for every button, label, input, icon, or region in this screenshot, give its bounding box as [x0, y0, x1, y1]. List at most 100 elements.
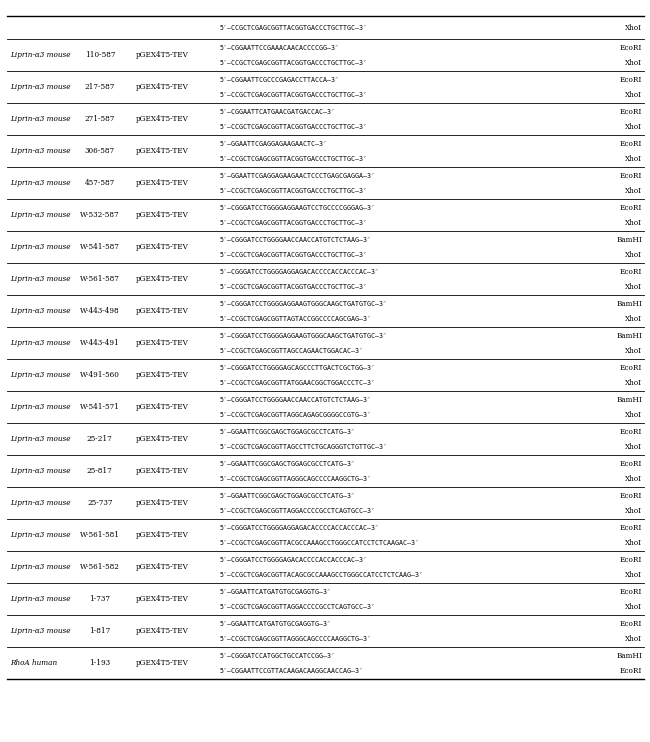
Text: BamHI: BamHI — [616, 332, 642, 340]
Text: pGEX4T5-TEV: pGEX4T5-TEV — [136, 51, 189, 59]
Text: 5′–CCGCTCGAGCGGTTACGGTGACCCTGCTTGC–3′: 5′–CCGCTCGAGCGGTTACGGTGACCCTGCTTGC–3′ — [220, 60, 368, 66]
Text: XhoI: XhoI — [625, 187, 642, 194]
Text: 5′–CCGCTCGAGCGGTTACGGTGACCCTGCTTGC–3′: 5′–CCGCTCGAGCGGTTACGGTGACCCTGCTTGC–3′ — [220, 252, 368, 257]
Text: BamHI: BamHI — [616, 396, 642, 404]
Text: Liprin-α3 mouse: Liprin-α3 mouse — [10, 467, 70, 476]
Text: W-541-587: W-541-587 — [80, 243, 120, 252]
Text: Liprin-α3 mouse: Liprin-α3 mouse — [10, 211, 70, 220]
Text: EcoRI: EcoRI — [620, 556, 642, 564]
Text: pGEX4T5-TEV: pGEX4T5-TEV — [136, 339, 189, 347]
Text: 5′–CCGCTCGAGCGGTTACGGTGACCCTGCTTGC–3′: 5′–CCGCTCGAGCGGTTACGGTGACCCTGCTTGC–3′ — [220, 24, 368, 30]
Text: XhoI: XhoI — [625, 634, 642, 643]
Text: pGEX4T5-TEV: pGEX4T5-TEV — [136, 404, 189, 411]
Text: 5′–CCGCTCGAGCGGTTATGGAACGGCTGGACCCTC–3′: 5′–CCGCTCGAGCGGTTATGGAACGGCTGGACCCTC–3′ — [220, 380, 376, 386]
Text: XhoI: XhoI — [625, 347, 642, 355]
Text: RhoA human: RhoA human — [10, 660, 57, 667]
Text: W-541-571: W-541-571 — [80, 404, 120, 411]
Text: 5′–CGGGATCCTGGGGAGACACCCCACCACCCAC–3′: 5′–CGGGATCCTGGGGAGACACCCCACCACCCAC–3′ — [220, 557, 368, 563]
Text: 5′–CCGCTCGAGCGGTTAGCCAGAACTGGACAC–3′: 5′–CCGCTCGAGCGGTTAGCCAGAACTGGACAC–3′ — [220, 348, 364, 354]
Text: 5′–CCGCTCGAGCGGTTACGCCAAAGCCTGGGCCATCCTCTCAAGAC–3′: 5′–CCGCTCGAGCGGTTACGCCAAAGCCTGGGCCATCCTC… — [220, 539, 420, 545]
Text: XhoI: XhoI — [625, 91, 642, 99]
Text: 5′–CGGAATTCGCCCGAGACCTTACCA–3′: 5′–CGGAATTCGCCCGAGACCTTACCA–3′ — [220, 77, 340, 83]
Text: 5′–CGGGATCCTGGGGAACCAACCATGTCTCTAAG–3′: 5′–CGGGATCCTGGGGAACCAACCATGTCTCTAAG–3′ — [220, 397, 372, 403]
Text: 5′–CGGGATCCATGGCTGCCATCCGG–3′: 5′–CGGGATCCATGGCTGCCATCCGG–3′ — [220, 653, 336, 659]
Text: 25-737: 25-737 — [87, 499, 112, 508]
Text: 5′–CCGCTCGAGCGGTTAGCCTTCTGCAGGGTCTGTTGC–3′: 5′–CCGCTCGAGCGGTTAGCCTTCTGCAGGGTCTGTTGC–… — [220, 444, 388, 450]
Text: Liprin-α3 mouse: Liprin-α3 mouse — [10, 243, 70, 252]
Text: 5′–CGGAATTCATGAACGATGACCAC–3′: 5′–CGGAATTCATGAACGATGACCAC–3′ — [220, 109, 336, 115]
Text: 1-737: 1-737 — [89, 595, 111, 603]
Text: 5′–CCGCTCGAGCGGTTAGTACCGGCCCCAGCGAG–3′: 5′–CCGCTCGAGCGGTTAGTACCGGCCCCAGCGAG–3′ — [220, 316, 372, 322]
Text: W-491-560: W-491-560 — [80, 371, 120, 379]
Text: XhoI: XhoI — [625, 603, 642, 611]
Text: W-561-581: W-561-581 — [80, 531, 120, 539]
Text: 5′–GGAATTCGGCGAGCTGGAGCGCCTCATG–3′: 5′–GGAATTCGGCGAGCTGGAGCGCCTCATG–3′ — [220, 429, 356, 435]
Text: Liprin-α3 mouse: Liprin-α3 mouse — [10, 404, 70, 411]
Text: 5′–CGGGATCCTGGGGAGGAGACACCCCACCACCCAC–3′: 5′–CGGGATCCTGGGGAGGAGACACCCCACCACCCAC–3′ — [220, 525, 380, 531]
Text: XhoI: XhoI — [625, 24, 642, 32]
Text: pGEX4T5-TEV: pGEX4T5-TEV — [136, 148, 189, 155]
Text: pGEX4T5-TEV: pGEX4T5-TEV — [136, 83, 189, 91]
Text: EcoRI: EcoRI — [620, 172, 642, 180]
Text: EcoRI: EcoRI — [620, 364, 642, 372]
Text: 5′–CGGGATCCTGGGGAGGAAGTGGGCAAGCTGATGTGC–3′: 5′–CGGGATCCTGGGGAGGAAGTGGGCAAGCTGATGTGC–… — [220, 333, 388, 339]
Text: 5′–GGAATTCGAGGAGAAGAACTC–3′: 5′–GGAATTCGAGGAGAAGAACTC–3′ — [220, 141, 328, 147]
Text: 110-587: 110-587 — [84, 51, 115, 59]
Text: 217-587: 217-587 — [84, 83, 115, 91]
Text: pGEX4T5-TEV: pGEX4T5-TEV — [136, 627, 189, 635]
Text: Liprin-α3 mouse: Liprin-α3 mouse — [10, 339, 70, 347]
Text: 5′–CGGGATCCTGGGGAGCAGCCCTTGACTCGCTGG–3′: 5′–CGGGATCCTGGGGAGCAGCCCTTGACTCGCTGG–3′ — [220, 365, 376, 371]
Text: 5′–CCGCTCGAGCGGTTACGGTGACCCTGCTTGC–3′: 5′–CCGCTCGAGCGGTTACGGTGACCCTGCTTGC–3′ — [220, 92, 368, 98]
Text: Liprin-α3 mouse: Liprin-α3 mouse — [10, 627, 70, 635]
Text: 5′–CGGAATTCCGAAACAACACCCCGG–3′: 5′–CGGAATTCCGAAACAACACCCCGG–3′ — [220, 45, 340, 51]
Text: pGEX4T5-TEV: pGEX4T5-TEV — [136, 275, 189, 283]
Text: 457-587: 457-587 — [84, 180, 115, 188]
Text: pGEX4T5-TEV: pGEX4T5-TEV — [136, 563, 189, 571]
Text: Liprin-α3 mouse: Liprin-α3 mouse — [10, 148, 70, 155]
Text: BamHI: BamHI — [616, 652, 642, 660]
Text: W-561-582: W-561-582 — [80, 563, 120, 571]
Text: 5′–GGAATTCATGATGTGCGAGGTG–3′: 5′–GGAATTCATGATGTGCGAGGTG–3′ — [220, 621, 332, 627]
Text: EcoRI: EcoRI — [620, 620, 642, 628]
Text: 271-587: 271-587 — [84, 116, 115, 123]
Text: EcoRI: EcoRI — [620, 492, 642, 500]
Text: EcoRI: EcoRI — [620, 588, 642, 596]
Text: 5′–CCGCTCGAGCGGTTACAGCGCCAAAGCCTGGGCCATCCTCTCAAG–3′: 5′–CCGCTCGAGCGGTTACAGCGCCAAAGCCTGGGCCATC… — [220, 571, 424, 578]
Text: W-532-587: W-532-587 — [80, 211, 120, 220]
Text: 5′–CCGCTCGAGCGGTTAGGCAGAGCGGGGCCGTG–3′: 5′–CCGCTCGAGCGGTTAGGCAGAGCGGGGCCGTG–3′ — [220, 412, 372, 418]
Text: 5′–CGGGATCCTGGGGAGGAAGTCCTGCCCCGGGAG–3′: 5′–CGGGATCCTGGGGAGGAAGTCCTGCCCCGGGAG–3′ — [220, 205, 376, 211]
Text: 5′–GGAATTCGAGGAGAAGAACTCCCTGAGCGAGGA–3′: 5′–GGAATTCGAGGAGAAGAACTCCCTGAGCGAGGA–3′ — [220, 173, 376, 179]
Text: Liprin-α3 mouse: Liprin-α3 mouse — [10, 180, 70, 188]
Text: pGEX4T5-TEV: pGEX4T5-TEV — [136, 211, 189, 220]
Text: Liprin-α3 mouse: Liprin-α3 mouse — [10, 499, 70, 508]
Text: EcoRI: EcoRI — [620, 460, 642, 468]
Text: EcoRI: EcoRI — [620, 428, 642, 436]
Text: 5′–GGAATTCGGCGAGCTGGAGCGCCTCATG–3′: 5′–GGAATTCGGCGAGCTGGAGCGCCTCATG–3′ — [220, 493, 356, 499]
Text: pGEX4T5-TEV: pGEX4T5-TEV — [136, 116, 189, 123]
Text: 25-817: 25-817 — [87, 467, 112, 476]
Text: XhoI: XhoI — [625, 155, 642, 162]
Text: Liprin-α3 mouse: Liprin-α3 mouse — [10, 83, 70, 91]
Text: BamHI: BamHI — [616, 236, 642, 244]
Text: Liprin-α3 mouse: Liprin-α3 mouse — [10, 371, 70, 379]
Text: pGEX4T5-TEV: pGEX4T5-TEV — [136, 467, 189, 476]
Text: 5′–GGAATTCATGATGTGCGAGGTG–3′: 5′–GGAATTCATGATGTGCGAGGTG–3′ — [220, 589, 332, 595]
Text: pGEX4T5-TEV: pGEX4T5-TEV — [136, 595, 189, 603]
Text: 5′–CCGCTCGAGCGGTTAGGGCAGCCCCAAGGCTG–3′: 5′–CCGCTCGAGCGGTTAGGGCAGCCCCAAGGCTG–3′ — [220, 636, 372, 642]
Text: EcoRI: EcoRI — [620, 44, 642, 52]
Text: Liprin-α3 mouse: Liprin-α3 mouse — [10, 563, 70, 571]
Text: pGEX4T5-TEV: pGEX4T5-TEV — [136, 531, 189, 539]
Text: 5′–CCGCTCGAGCGGTTAGGACCCCGCCTCAGTGCC–3′: 5′–CCGCTCGAGCGGTTAGGACCCCGCCTCAGTGCC–3′ — [220, 604, 376, 610]
Text: W-443-491: W-443-491 — [80, 339, 120, 347]
Text: XhoI: XhoI — [625, 283, 642, 291]
Text: pGEX4T5-TEV: pGEX4T5-TEV — [136, 180, 189, 188]
Text: Liprin-α3 mouse: Liprin-α3 mouse — [10, 531, 70, 539]
Text: Liprin-α3 mouse: Liprin-α3 mouse — [10, 275, 70, 283]
Text: W-561-587: W-561-587 — [80, 275, 120, 283]
Text: EcoRI: EcoRI — [620, 524, 642, 532]
Text: XhoI: XhoI — [625, 59, 642, 67]
Text: 5′–CGGAATTCCGTTACAAGACAAGGCAACCAG–3′: 5′–CGGAATTCCGTTACAAGACAAGGCAACCAG–3′ — [220, 668, 364, 674]
Text: XhoI: XhoI — [625, 251, 642, 259]
Text: EcoRI: EcoRI — [620, 268, 642, 276]
Text: Liprin-α3 mouse: Liprin-α3 mouse — [10, 595, 70, 603]
